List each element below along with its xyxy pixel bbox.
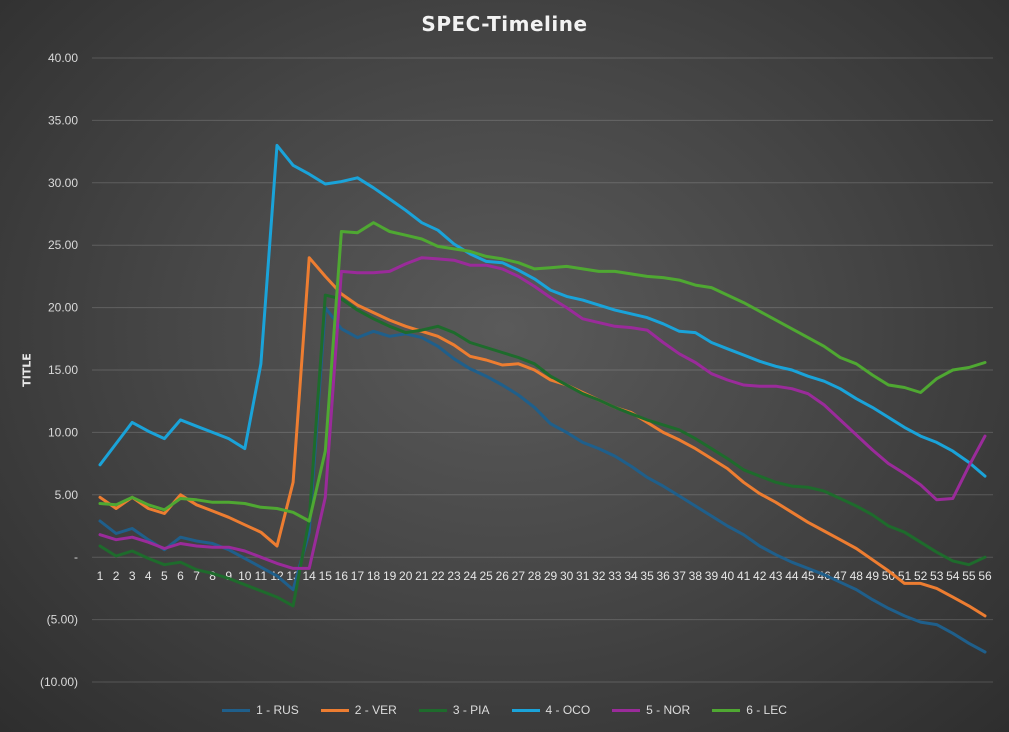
x-tick-label: 7 <box>193 569 200 583</box>
x-tick-label: 44 <box>785 569 799 583</box>
y-tick-label: 5.00 <box>55 488 79 502</box>
legend-item: 6 - LEC <box>712 703 787 717</box>
x-tick-label: 48 <box>850 569 864 583</box>
x-tick-label: 41 <box>737 569 751 583</box>
x-tick-label: 43 <box>769 569 783 583</box>
y-tick-label: 20.00 <box>48 301 78 315</box>
legend-swatch <box>712 708 741 712</box>
legend-item: 3 - PIA <box>418 703 490 717</box>
y-tick-label: 40.00 <box>48 51 78 65</box>
series-line-1 <box>98 306 987 654</box>
x-tick-label: 28 <box>528 569 542 583</box>
x-tick-label: 52 <box>914 569 928 583</box>
x-tick-label: 9 <box>225 569 232 583</box>
x-tick-label: 26 <box>496 569 510 583</box>
x-tick-label: 23 <box>447 569 461 583</box>
y-tick-label: (10.00) <box>40 675 78 689</box>
y-tick-label: 15.00 <box>48 363 78 377</box>
legend-swatch <box>511 708 540 712</box>
x-tick-label: 45 <box>801 569 815 583</box>
x-tick-label: 18 <box>367 569 381 583</box>
legend-swatch <box>222 708 251 712</box>
x-tick-label: 27 <box>512 569 526 583</box>
x-tick-label: 22 <box>431 569 445 583</box>
y-tick-label: (5.00) <box>47 613 78 627</box>
series-line-6 <box>98 221 987 523</box>
x-tick-label: 4 <box>145 569 152 583</box>
x-tick-label: 39 <box>705 569 719 583</box>
x-tick-label: 33 <box>608 569 622 583</box>
legend-label: 2 - VER <box>354 703 397 717</box>
legend-swatch <box>320 708 349 712</box>
x-tick-label: 34 <box>624 569 638 583</box>
x-tick-label: 56 <box>978 569 992 583</box>
x-tick-label: 42 <box>753 569 767 583</box>
x-tick-label: 10 <box>238 569 252 583</box>
y-tick-labels: 40.00 35.00 30.00 25.00 20.00 15.00 10.00 5.00 -… <box>40 51 78 689</box>
x-tick-label: 11 <box>255 569 268 583</box>
x-tick-label: 30 <box>560 569 574 583</box>
legend-item: 1 - RUS <box>222 703 299 717</box>
x-tick-label: 15 <box>319 569 333 583</box>
series-lines <box>98 143 987 654</box>
legend-label: 4 - OCO <box>545 703 591 717</box>
x-tick-label: 38 <box>689 569 703 583</box>
y-tick-label: 35.00 <box>48 113 78 127</box>
x-tick-label: 54 <box>946 569 960 583</box>
x-tick-label: 35 <box>640 569 654 583</box>
series-line-3 <box>98 293 987 608</box>
x-tick-label: 55 <box>962 569 976 583</box>
legend-label: 5 - NOR <box>646 703 691 717</box>
x-tick-label: 25 <box>480 569 494 583</box>
x-tick-label: 49 <box>866 569 880 583</box>
x-tick-label: 19 <box>383 569 397 583</box>
y-tick-label: - <box>74 550 78 564</box>
x-tick-label: 37 <box>673 569 687 583</box>
x-tick-label: 16 <box>335 569 349 583</box>
x-tick-label: 31 <box>576 569 590 583</box>
x-tick-label: 21 <box>415 569 429 583</box>
x-tick-label: 5 <box>161 569 168 583</box>
series-line-2 <box>98 256 987 618</box>
chart-title: SPEC-Timeline <box>421 12 588 36</box>
x-tick-label: 24 <box>463 569 477 583</box>
y-tick-label: 25.00 <box>48 238 78 252</box>
x-tick-label: 40 <box>721 569 735 583</box>
legend: 1 - RUS 2 - VER 3 - PIA 4 - OCO 5 - NOR 6 - L… <box>0 703 1009 717</box>
x-tick-label: 53 <box>930 569 944 583</box>
x-tick-label: 8 <box>209 569 216 583</box>
x-tick-label: 36 <box>657 569 671 583</box>
legend-item: 4 - OCO <box>511 703 591 717</box>
series-line-5 <box>98 256 987 570</box>
legend-label: 3 - PIA <box>452 703 490 717</box>
x-tick-label: 20 <box>399 569 413 583</box>
x-tick-label: 32 <box>592 569 606 583</box>
y-tick-label: 30.00 <box>48 176 78 190</box>
x-tick-labels: 1 2 3 4 5 6 7 8 9 10 11 12 13 14 15 16 17 18 19 20 21 22 23 24 2… <box>97 569 992 583</box>
x-tick-label: 1 <box>97 569 104 583</box>
legend-swatch <box>418 708 447 712</box>
series-line-4 <box>98 143 987 478</box>
x-tick-label: 6 <box>177 569 184 583</box>
legend-label: 6 - LEC <box>746 703 787 717</box>
legend-label: 1 - RUS <box>256 703 299 717</box>
x-tick-label: 2 <box>113 569 120 583</box>
x-tick-label: 29 <box>544 569 558 583</box>
legend-item: 5 - NOR <box>612 703 690 717</box>
x-tick-label: 17 <box>351 569 365 583</box>
x-tick-label: 14 <box>303 569 317 583</box>
y-tick-label: 10.00 <box>48 425 78 439</box>
legend-item: 2 - VER <box>320 703 397 717</box>
legend-swatch <box>612 708 641 712</box>
x-tick-label: 3 <box>129 569 136 583</box>
